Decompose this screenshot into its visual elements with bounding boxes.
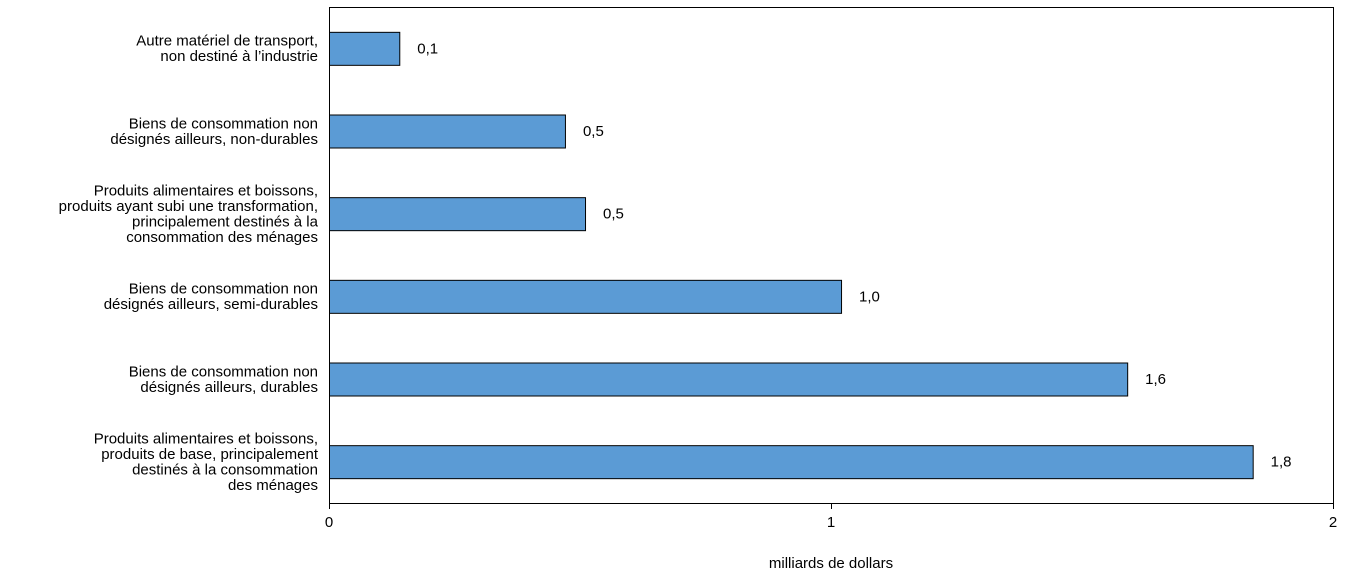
x-tick-label: 1 [827, 514, 835, 531]
plot-frame [329, 7, 1334, 504]
x-axis-title: milliards de dollars [769, 555, 893, 572]
labels-layer: 0,1 Autre matériel de transport, non desti… [59, 33, 1292, 494]
category-label: Autre matériel de transport, non destiné … [136, 33, 318, 65]
bar [329, 31, 401, 66]
bars-layer [329, 31, 1254, 480]
category-label: Biens de consommation non désignés ailleu… [129, 363, 318, 396]
x-tick-label: 0 [325, 514, 333, 531]
bar [329, 279, 843, 314]
data-label: 0,5 [583, 123, 604, 140]
data-label: 1,0 [859, 288, 880, 305]
category-label: Produits alimentaires et boissons, produi… [94, 430, 319, 494]
bar [329, 362, 1129, 397]
data-label: 0,1 [417, 40, 438, 57]
data-label: 0,5 [603, 206, 624, 223]
data-label: 1,6 [1145, 371, 1166, 388]
data-label: 1,8 [1271, 454, 1292, 471]
x-ticks: 0 1 2 [325, 503, 1337, 531]
x-tick-label: 2 [1329, 514, 1337, 531]
category-label: Biens de consommation non désignés ailleu… [110, 115, 318, 148]
bar [329, 197, 587, 232]
bar [329, 114, 566, 149]
category-label: Produits alimentaires et boissons, produi… [59, 182, 319, 246]
bar [329, 445, 1254, 480]
category-label: Biens de consommation non désignés ailleu… [104, 281, 318, 314]
